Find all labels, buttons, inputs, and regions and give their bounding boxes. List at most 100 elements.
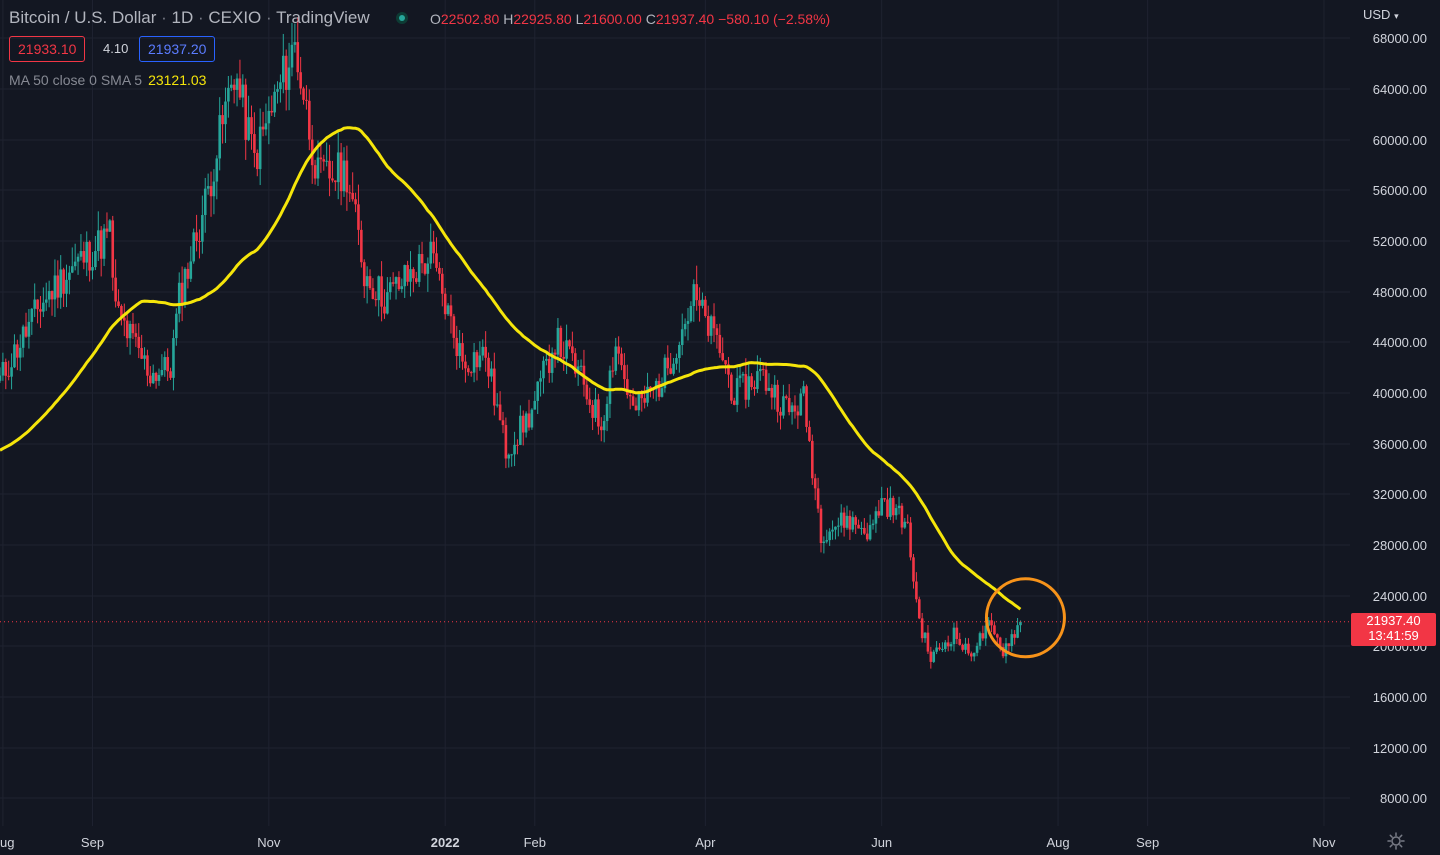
candle-body — [660, 388, 664, 397]
candle — [848, 510, 852, 540]
candle — [198, 229, 201, 259]
candle-body — [756, 371, 759, 390]
candle-body — [221, 115, 224, 125]
candle-body — [984, 625, 988, 639]
candle-body — [82, 251, 86, 263]
candle-body — [325, 160, 328, 162]
candle-body — [27, 321, 31, 337]
candle — [429, 223, 433, 269]
candle-body — [111, 220, 115, 278]
candle — [365, 266, 369, 304]
candle-body — [510, 454, 513, 456]
candle — [394, 276, 398, 300]
market-status-icon[interactable] — [396, 12, 408, 24]
candle — [967, 638, 970, 656]
candle — [498, 391, 502, 421]
candle — [224, 87, 227, 143]
candle-body — [429, 241, 433, 264]
candle — [946, 635, 950, 652]
candle — [796, 405, 800, 429]
candle-body — [380, 276, 383, 307]
candle-body — [591, 404, 594, 418]
candle — [582, 349, 586, 397]
candle-body — [640, 392, 644, 399]
candle — [117, 289, 120, 308]
candle — [889, 486, 892, 521]
candle — [96, 211, 100, 261]
candle-body — [241, 84, 245, 98]
candle-body — [536, 381, 539, 401]
candle-body — [13, 344, 16, 368]
candle-body — [449, 305, 453, 317]
ma-legend[interactable]: MA 50 close 0 SMA 5 23121.03 — [9, 72, 206, 88]
candle — [993, 621, 996, 636]
candle — [440, 267, 444, 307]
candle-body — [498, 404, 502, 421]
candle — [423, 263, 427, 276]
candle-body — [478, 355, 482, 368]
candle — [562, 341, 566, 371]
candle-body — [409, 269, 412, 282]
price-axis[interactable]: 68000.00 64000.00 60000.00 56000.00 52000.00… — [1373, 31, 1427, 806]
candle — [877, 499, 881, 519]
candle — [727, 356, 730, 388]
annotations — [0, 577, 1350, 659]
symbol-title[interactable]: Bitcoin / U.S. Dollar · 1D · CEXIO · Tra… — [9, 8, 370, 27]
candle — [458, 330, 461, 368]
candle — [915, 572, 918, 603]
candle-body — [334, 180, 337, 183]
candle-body — [576, 366, 580, 374]
candle-body — [860, 527, 863, 529]
open-value: 22502.80 — [440, 11, 500, 27]
candle — [990, 613, 993, 633]
candle-body — [935, 647, 938, 652]
interval-label[interactable]: 1D — [171, 8, 194, 27]
candle-body — [941, 648, 944, 650]
candle — [917, 596, 921, 620]
candle-body — [883, 498, 886, 500]
symbol-name[interactable]: Bitcoin / U.S. Dollar — [9, 8, 157, 27]
candle-body — [649, 386, 652, 390]
buy-price-button[interactable]: 21937.20 — [139, 36, 216, 62]
candle — [573, 348, 577, 378]
sell-price-button[interactable]: 21933.10 — [9, 36, 86, 62]
candle-body — [851, 517, 855, 530]
candle — [680, 313, 684, 356]
candle — [1, 352, 5, 381]
candle-body — [617, 346, 620, 354]
candle — [507, 453, 511, 468]
candle — [828, 528, 831, 546]
time-axis[interactable]: Aug Sep Nov 2022 Feb Apr Jun Aug Sep Nov — [0, 835, 1336, 850]
currency-selector[interactable]: USD ▾ — [1363, 7, 1399, 22]
candle — [602, 415, 606, 443]
candle — [704, 295, 707, 318]
candle — [281, 33, 285, 94]
candle-body — [917, 599, 921, 619]
candle — [227, 75, 230, 118]
candle — [770, 384, 774, 410]
candle — [938, 643, 941, 651]
gear-icon[interactable] — [1386, 831, 1406, 851]
candle-body — [290, 44, 294, 68]
candle — [784, 394, 788, 400]
candle-body — [177, 282, 181, 314]
candle-body — [990, 620, 993, 626]
candle-body — [643, 398, 646, 403]
candle-body — [42, 302, 45, 312]
candle-body — [701, 299, 704, 306]
candle — [767, 373, 771, 391]
candle-body — [201, 215, 204, 242]
candle-body — [837, 525, 840, 527]
time-tick-label: Aug — [0, 835, 14, 850]
candle-body — [542, 360, 545, 379]
candle-body — [868, 525, 872, 540]
candle — [715, 324, 719, 349]
price-tick-label: 60000.00 — [1373, 133, 1427, 148]
candle-body — [420, 254, 424, 264]
candle-body — [588, 399, 592, 405]
candle-body — [1007, 643, 1011, 647]
candle-body — [874, 511, 878, 524]
candle — [649, 386, 652, 398]
